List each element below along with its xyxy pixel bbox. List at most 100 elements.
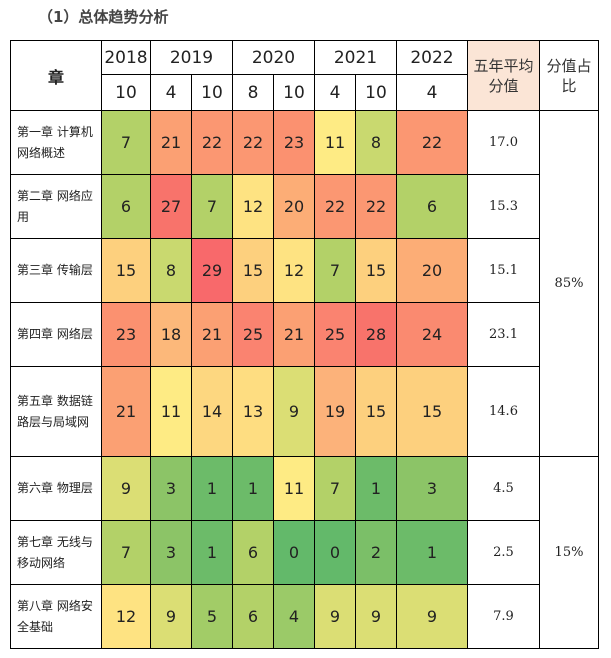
score-cell: 0 <box>273 520 315 585</box>
month-header: 4 <box>396 74 468 111</box>
year-2019-header: 2019 <box>150 40 233 75</box>
chapter-name: 第二章 网络应用 <box>10 174 102 239</box>
average-cell: 7.9 <box>467 584 540 649</box>
chapter-name: 第八章 网络安全基础 <box>10 584 102 649</box>
score-cell: 18 <box>150 302 192 367</box>
section-heading: （1）总体趋势分析 <box>38 8 169 26</box>
year-2020-header: 2020 <box>232 40 315 75</box>
score-cell: 7 <box>314 456 356 521</box>
table-row: 第七章 无线与移动网络 7 3 1 6 0 0 2 1 2.5 <box>10 520 599 585</box>
month-header: 10 <box>191 74 233 111</box>
month-header: 4 <box>150 74 192 111</box>
score-cell: 1 <box>396 520 468 585</box>
score-cell: 22 <box>232 110 274 175</box>
score-cell: 1 <box>191 456 233 521</box>
score-cell: 3 <box>150 520 192 585</box>
score-cell: 13 <box>232 366 274 457</box>
year-2018-header: 2018 <box>101 40 151 75</box>
score-cell: 11 <box>273 456 315 521</box>
score-table: 章 2018 2019 2020 2021 2022 五年平均分值 分值占比 1… <box>10 40 599 649</box>
chapter-name: 第三章 传输层 <box>10 238 102 303</box>
score-cell: 7 <box>101 110 151 175</box>
score-cell: 12 <box>101 584 151 649</box>
chapter-name: 第七章 无线与移动网络 <box>10 520 102 585</box>
score-cell: 8 <box>355 110 397 175</box>
score-cell: 23 <box>101 302 151 367</box>
average-cell: 15.1 <box>467 238 540 303</box>
average-cell: 15.3 <box>467 174 540 239</box>
score-cell: 6 <box>101 174 151 239</box>
score-cell: 11 <box>314 110 356 175</box>
share-cell: 15% <box>539 456 599 649</box>
year-2022-header: 2022 <box>396 40 468 75</box>
score-cell: 28 <box>355 302 397 367</box>
score-cell: 21 <box>273 302 315 367</box>
score-cell: 9 <box>150 584 192 649</box>
month-header: 8 <box>232 74 274 111</box>
score-cell: 8 <box>150 238 192 303</box>
score-cell: 15 <box>232 238 274 303</box>
score-cell: 19 <box>314 366 356 457</box>
average-cell: 17.0 <box>467 110 540 175</box>
share-cell: 85% <box>539 110 599 457</box>
score-cell: 21 <box>150 110 192 175</box>
table-row: 第八章 网络安全基础 12 9 5 6 4 9 9 9 7.9 <box>10 584 599 649</box>
score-cell: 2 <box>355 520 397 585</box>
score-cell: 20 <box>273 174 315 239</box>
score-cell: 6 <box>232 584 274 649</box>
score-cell: 20 <box>396 238 468 303</box>
score-cell: 21 <box>101 366 151 457</box>
score-cell: 15 <box>355 238 397 303</box>
score-cell: 5 <box>191 584 233 649</box>
score-cell: 15 <box>101 238 151 303</box>
month-header: 10 <box>101 74 151 111</box>
chapter-header: 章 <box>10 40 102 111</box>
score-cell: 23 <box>273 110 315 175</box>
month-header: 10 <box>273 74 315 111</box>
chapter-name: 第一章 计算机网络概述 <box>10 110 102 175</box>
score-cell: 3 <box>150 456 192 521</box>
table-row: 第六章 物理层 9 3 1 1 11 7 1 3 4.5 15% <box>10 456 599 649</box>
score-cell: 27 <box>150 174 192 239</box>
table-row: 第三章 传输层 15 8 29 15 12 7 15 20 15.1 <box>10 238 599 303</box>
chapter-name: 第六章 物理层 <box>10 456 102 521</box>
score-cell: 22 <box>396 110 468 175</box>
chapter-name: 第四章 网络层 <box>10 302 102 367</box>
score-cell: 15 <box>355 366 397 457</box>
avg-header: 五年平均分值 <box>467 40 540 111</box>
score-cell: 25 <box>232 302 274 367</box>
score-cell: 24 <box>396 302 468 367</box>
score-cell: 9 <box>396 584 468 649</box>
month-header: 10 <box>355 74 397 111</box>
score-cell: 25 <box>314 302 356 367</box>
average-cell: 14.6 <box>467 366 540 457</box>
score-cell: 9 <box>273 366 315 457</box>
average-cell: 4.5 <box>467 456 540 521</box>
year-2021-header: 2021 <box>314 40 397 75</box>
score-cell: 3 <box>396 456 468 521</box>
score-cell: 1 <box>191 520 233 585</box>
score-cell: 0 <box>314 520 356 585</box>
score-cell: 9 <box>314 584 356 649</box>
score-cell: 11 <box>150 366 192 457</box>
score-cell: 22 <box>191 110 233 175</box>
score-cell: 22 <box>355 174 397 239</box>
score-cell: 21 <box>191 302 233 367</box>
score-cell: 6 <box>232 520 274 585</box>
score-cell: 12 <box>273 238 315 303</box>
table-row: 第二章 网络应用 6 27 7 12 20 22 22 6 15.3 <box>10 174 599 239</box>
score-cell: 7 <box>101 520 151 585</box>
score-cell: 12 <box>232 174 274 239</box>
score-cell: 22 <box>314 174 356 239</box>
year-header-row: 章 2018 2019 2020 2021 2022 五年平均分值 分值占比 <box>10 40 599 111</box>
chapter-name: 第五章 数据链路层与局域网 <box>10 366 102 457</box>
score-cell: 7 <box>191 174 233 239</box>
share-header: 分值占比 <box>539 40 599 111</box>
average-cell: 2.5 <box>467 520 540 585</box>
score-cell: 1 <box>355 456 397 521</box>
score-cell: 9 <box>101 456 151 521</box>
score-cell: 29 <box>191 238 233 303</box>
month-header: 4 <box>314 74 356 111</box>
average-cell: 23.1 <box>467 302 540 367</box>
score-cell: 1 <box>232 456 274 521</box>
